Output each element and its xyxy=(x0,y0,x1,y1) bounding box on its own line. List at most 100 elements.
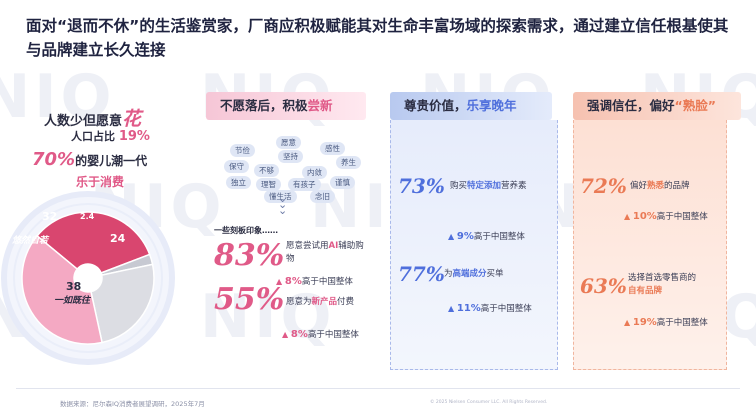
arrow-up-icon: ▲ xyxy=(282,330,289,339)
col2-stat1-sub-num: 9% xyxy=(456,231,474,242)
stereotype-caption: 一些刻板印象…… xyxy=(214,226,278,235)
col2-stat2-desc: 为高端成分买单 xyxy=(444,268,554,281)
donut-value-2: 24 xyxy=(110,232,126,245)
col2-stat2-sub: ▲ 11%高于中国整体 xyxy=(448,302,532,314)
column-1-header-accent: 尝新 xyxy=(307,98,333,113)
cloud-word: 坚持 xyxy=(278,150,303,163)
col3-stat1-desc-c: 的品牌 xyxy=(664,181,690,191)
col1-stat2-desc-b: 新产品 xyxy=(311,297,338,307)
chevron-down-icon: ⌄ ⌄ ⌄ xyxy=(278,192,288,217)
col2-stat2-sub-num: 11% xyxy=(456,303,481,314)
column-3-panel xyxy=(573,120,727,370)
col1-stat1-desc-c: 辅助购物 xyxy=(286,241,364,264)
left-line-3-text: 的婴儿潮一代 xyxy=(75,154,148,168)
col3-stat2-desc-b: 自有品牌 xyxy=(628,286,663,296)
left-line-3-pct: 70% xyxy=(32,149,76,170)
col1-stat2-sub: ▲ 8%高于中国整体 xyxy=(282,328,359,340)
col3-stat2-desc: 选择首选零售商的 自有品牌 xyxy=(628,272,724,298)
cloud-word: 谨慎 xyxy=(330,176,355,189)
arrow-up-icon: ▲ xyxy=(624,318,631,327)
col2-stat2-desc-a: 为 xyxy=(444,269,453,279)
col1-stat2-sub-text: 高于中国整体 xyxy=(307,330,359,340)
column-3-header: 强调信任，偏好“熟脸” xyxy=(573,92,741,120)
col2-stat2-number: 77% xyxy=(398,262,445,286)
col2-stat1-sub: ▲ 9%高于中国整体 xyxy=(448,230,525,242)
col1-stat2-sub-num: 8% xyxy=(290,329,308,340)
col1-stat2-desc-c: 付费 xyxy=(337,297,355,307)
arrow-up-icon: ▲ xyxy=(448,232,455,241)
arrow-up-icon: ▲ xyxy=(624,212,631,221)
col2-stat2-desc-b: 高端成分 xyxy=(452,269,487,279)
cloud-word: 节俭 xyxy=(230,144,255,157)
col3-stat1-sub-text: 高于中国整体 xyxy=(656,212,708,222)
col2-stat1-sub-text: 高于中国整体 xyxy=(473,232,525,242)
column-2-panel xyxy=(390,120,558,370)
col1-stat1-desc: 愿意尝试用AI辅助购物 xyxy=(286,240,366,266)
column-2-header-accent: 乐享晚年 xyxy=(466,98,517,113)
col3-stat1-desc: 偏好熟悉的品牌 xyxy=(630,180,724,193)
col2-stat1-number: 73% xyxy=(398,174,445,198)
footer-divider xyxy=(16,388,740,389)
left-line-2: 人口占比 19% xyxy=(71,128,150,144)
cloud-word: 不够 xyxy=(254,164,279,177)
cloud-word: 保守 xyxy=(224,160,249,173)
cloud-word: 养生 xyxy=(336,156,361,169)
left-line-2-text: 人口占比 xyxy=(71,130,115,143)
col3-stat1-desc-a: 偏好 xyxy=(630,181,648,191)
stereotype-word-cloud: 节俭 愿意 坚持 感性 养生 保守 不够 内敛 独立 理智 有孩子 谨慎 懂生活… xyxy=(210,134,370,204)
left-line-3: 70%的婴儿潮一代 xyxy=(32,149,147,170)
col1-stat1-sub-num: 8% xyxy=(284,276,302,287)
left-line-2-pct: 19% xyxy=(118,129,150,144)
col2-stat1-desc-c: 营养素 xyxy=(501,181,527,191)
donut-value-0: 32 xyxy=(42,210,57,223)
column-3-header-accent: “熟脸” xyxy=(674,98,716,113)
donut-slices xyxy=(21,211,155,345)
donut-value-3: 38 xyxy=(66,280,81,293)
col1-stat1-number: 83% xyxy=(214,238,285,273)
col1-stat1-desc-b: AI xyxy=(328,241,339,251)
col3-stat2-desc-a: 选择首选零售商的 xyxy=(628,273,697,283)
col3-stat2-number: 63% xyxy=(580,274,627,298)
donut-chart: 32 2.4 24 38 悠然自若 一如既往 xyxy=(1,191,175,365)
footer-copyright: © 2025 Nielsen Consumer LLC. All Rights … xyxy=(430,400,548,405)
left-line-1-big: 花 xyxy=(122,108,142,130)
column-2-header-text: 尊贵价值， xyxy=(404,98,467,113)
donut-segment-label-1: 一如既往 xyxy=(54,295,92,306)
cloud-word: 懂生活 xyxy=(264,190,297,203)
col1-stat1-sub: ▲ 8%高于中国整体 xyxy=(276,275,353,287)
cloud-word: 独立 xyxy=(226,176,251,189)
donut-segment-label-0: 悠然自若 xyxy=(12,235,50,246)
cloud-word: 理智 xyxy=(256,178,281,191)
footer-source: 数据来源：尼尔森IQ消费者展望调研，2025年7月 xyxy=(60,400,205,408)
column-2-header: 尊贵价值，乐享晚年 xyxy=(390,92,552,120)
col3-stat1-number: 72% xyxy=(580,174,627,198)
col3-stat2-sub: ▲ 19%高于中国整体 xyxy=(624,316,708,328)
column-3-header-text: 强调信任，偏好 xyxy=(587,98,675,113)
left-line-4: 乐于消费 xyxy=(76,175,125,189)
cloud-word: 念旧 xyxy=(310,190,335,203)
col3-stat2-sub-num: 19% xyxy=(632,317,657,328)
col1-stat1-sub-text: 高于中国整体 xyxy=(301,277,353,287)
inner-ring xyxy=(13,203,163,353)
col2-stat1-desc-b: 特定添加 xyxy=(467,181,502,191)
col2-stat2-sub-text: 高于中国整体 xyxy=(480,304,532,314)
left-line-1-text: 人数少但愿意 xyxy=(44,114,123,129)
col1-stat2-desc: 愿意为新产品付费 xyxy=(286,296,354,309)
donut-hole xyxy=(74,264,102,292)
left-line-1: 人数少但愿意花 xyxy=(44,104,141,131)
col1-stat2-number: 55% xyxy=(214,282,285,317)
column-1-header: 不愿落后，积极尝新 xyxy=(206,92,366,120)
cloud-word: 愿意 xyxy=(276,136,301,149)
col1-stat2-desc-a: 愿意为 xyxy=(286,297,312,307)
cloud-word: 有孩子 xyxy=(288,178,321,191)
col2-stat2-desc-c: 买单 xyxy=(486,269,504,279)
arrow-up-icon: ▲ xyxy=(276,277,283,286)
donut-value-1: 2.4 xyxy=(80,212,95,221)
arrow-up-icon: ▲ xyxy=(448,304,455,313)
col2-stat1-desc: 购买特定添加营养素 xyxy=(450,180,550,193)
cloud-word: 内敛 xyxy=(302,166,327,179)
cloud-word: 感性 xyxy=(320,142,345,155)
col3-stat1-sub: ▲ 10%高于中国整体 xyxy=(624,210,708,222)
col2-stat1-desc-a: 购买 xyxy=(450,181,468,191)
page-title: 面对“退而不休”的生活鉴赏家，厂商应积极赋能其对生命丰富场域的探索需求，通过建立… xyxy=(26,17,729,59)
